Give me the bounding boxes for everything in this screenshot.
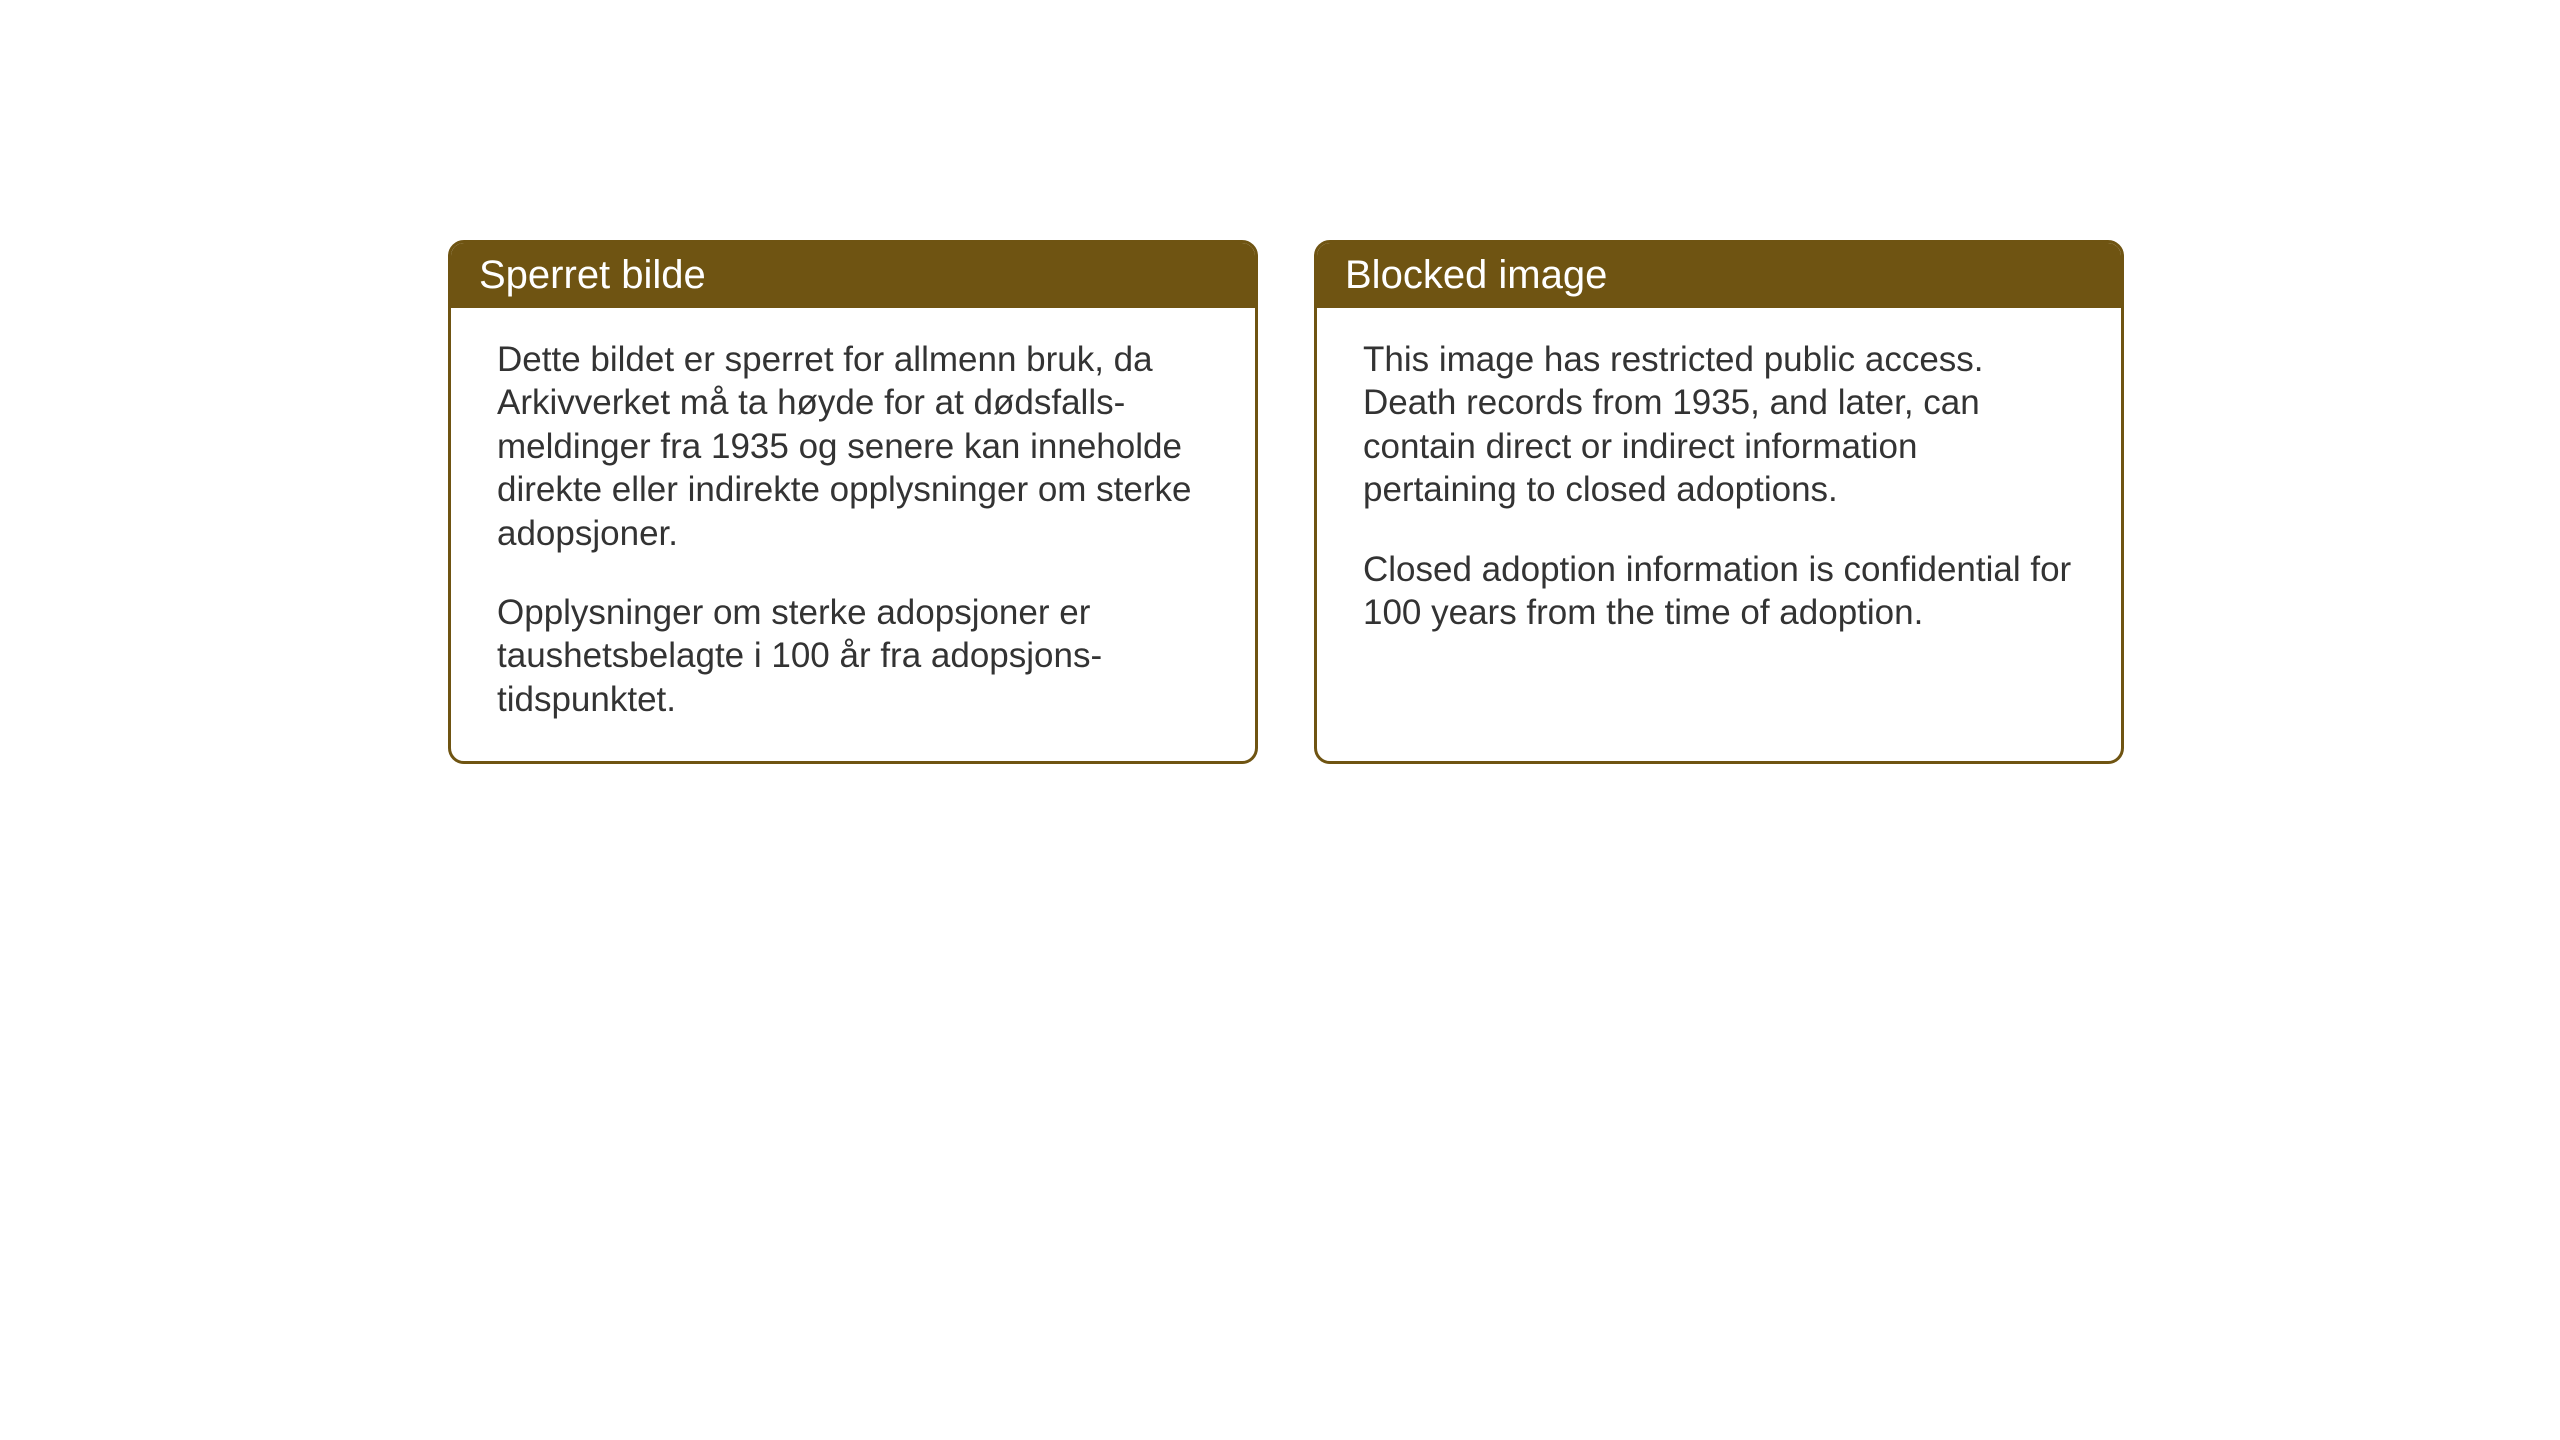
notice-card-body-norwegian: Dette bildet er sperret for allmenn bruk… <box>451 308 1255 761</box>
notice-card-header-english: Blocked image <box>1317 243 2121 308</box>
notice-title-english: Blocked image <box>1345 253 1607 297</box>
notice-paragraph-2-english: Closed adoption information is confident… <box>1363 548 2075 635</box>
notice-card-norwegian: Sperret bilde Dette bildet er sperret fo… <box>448 240 1258 764</box>
notice-paragraph-1-norwegian: Dette bildet er sperret for allmenn bruk… <box>497 338 1209 555</box>
notice-paragraph-2-norwegian: Opplysninger om sterke adopsjoner er tau… <box>497 591 1209 721</box>
notice-card-header-norwegian: Sperret bilde <box>451 243 1255 308</box>
notice-card-english: Blocked image This image has restricted … <box>1314 240 2124 764</box>
notice-container: Sperret bilde Dette bildet er sperret fo… <box>448 240 2124 764</box>
notice-paragraph-1-english: This image has restricted public access.… <box>1363 338 2075 512</box>
notice-card-body-english: This image has restricted public access.… <box>1317 308 2121 674</box>
notice-title-norwegian: Sperret bilde <box>479 253 706 297</box>
